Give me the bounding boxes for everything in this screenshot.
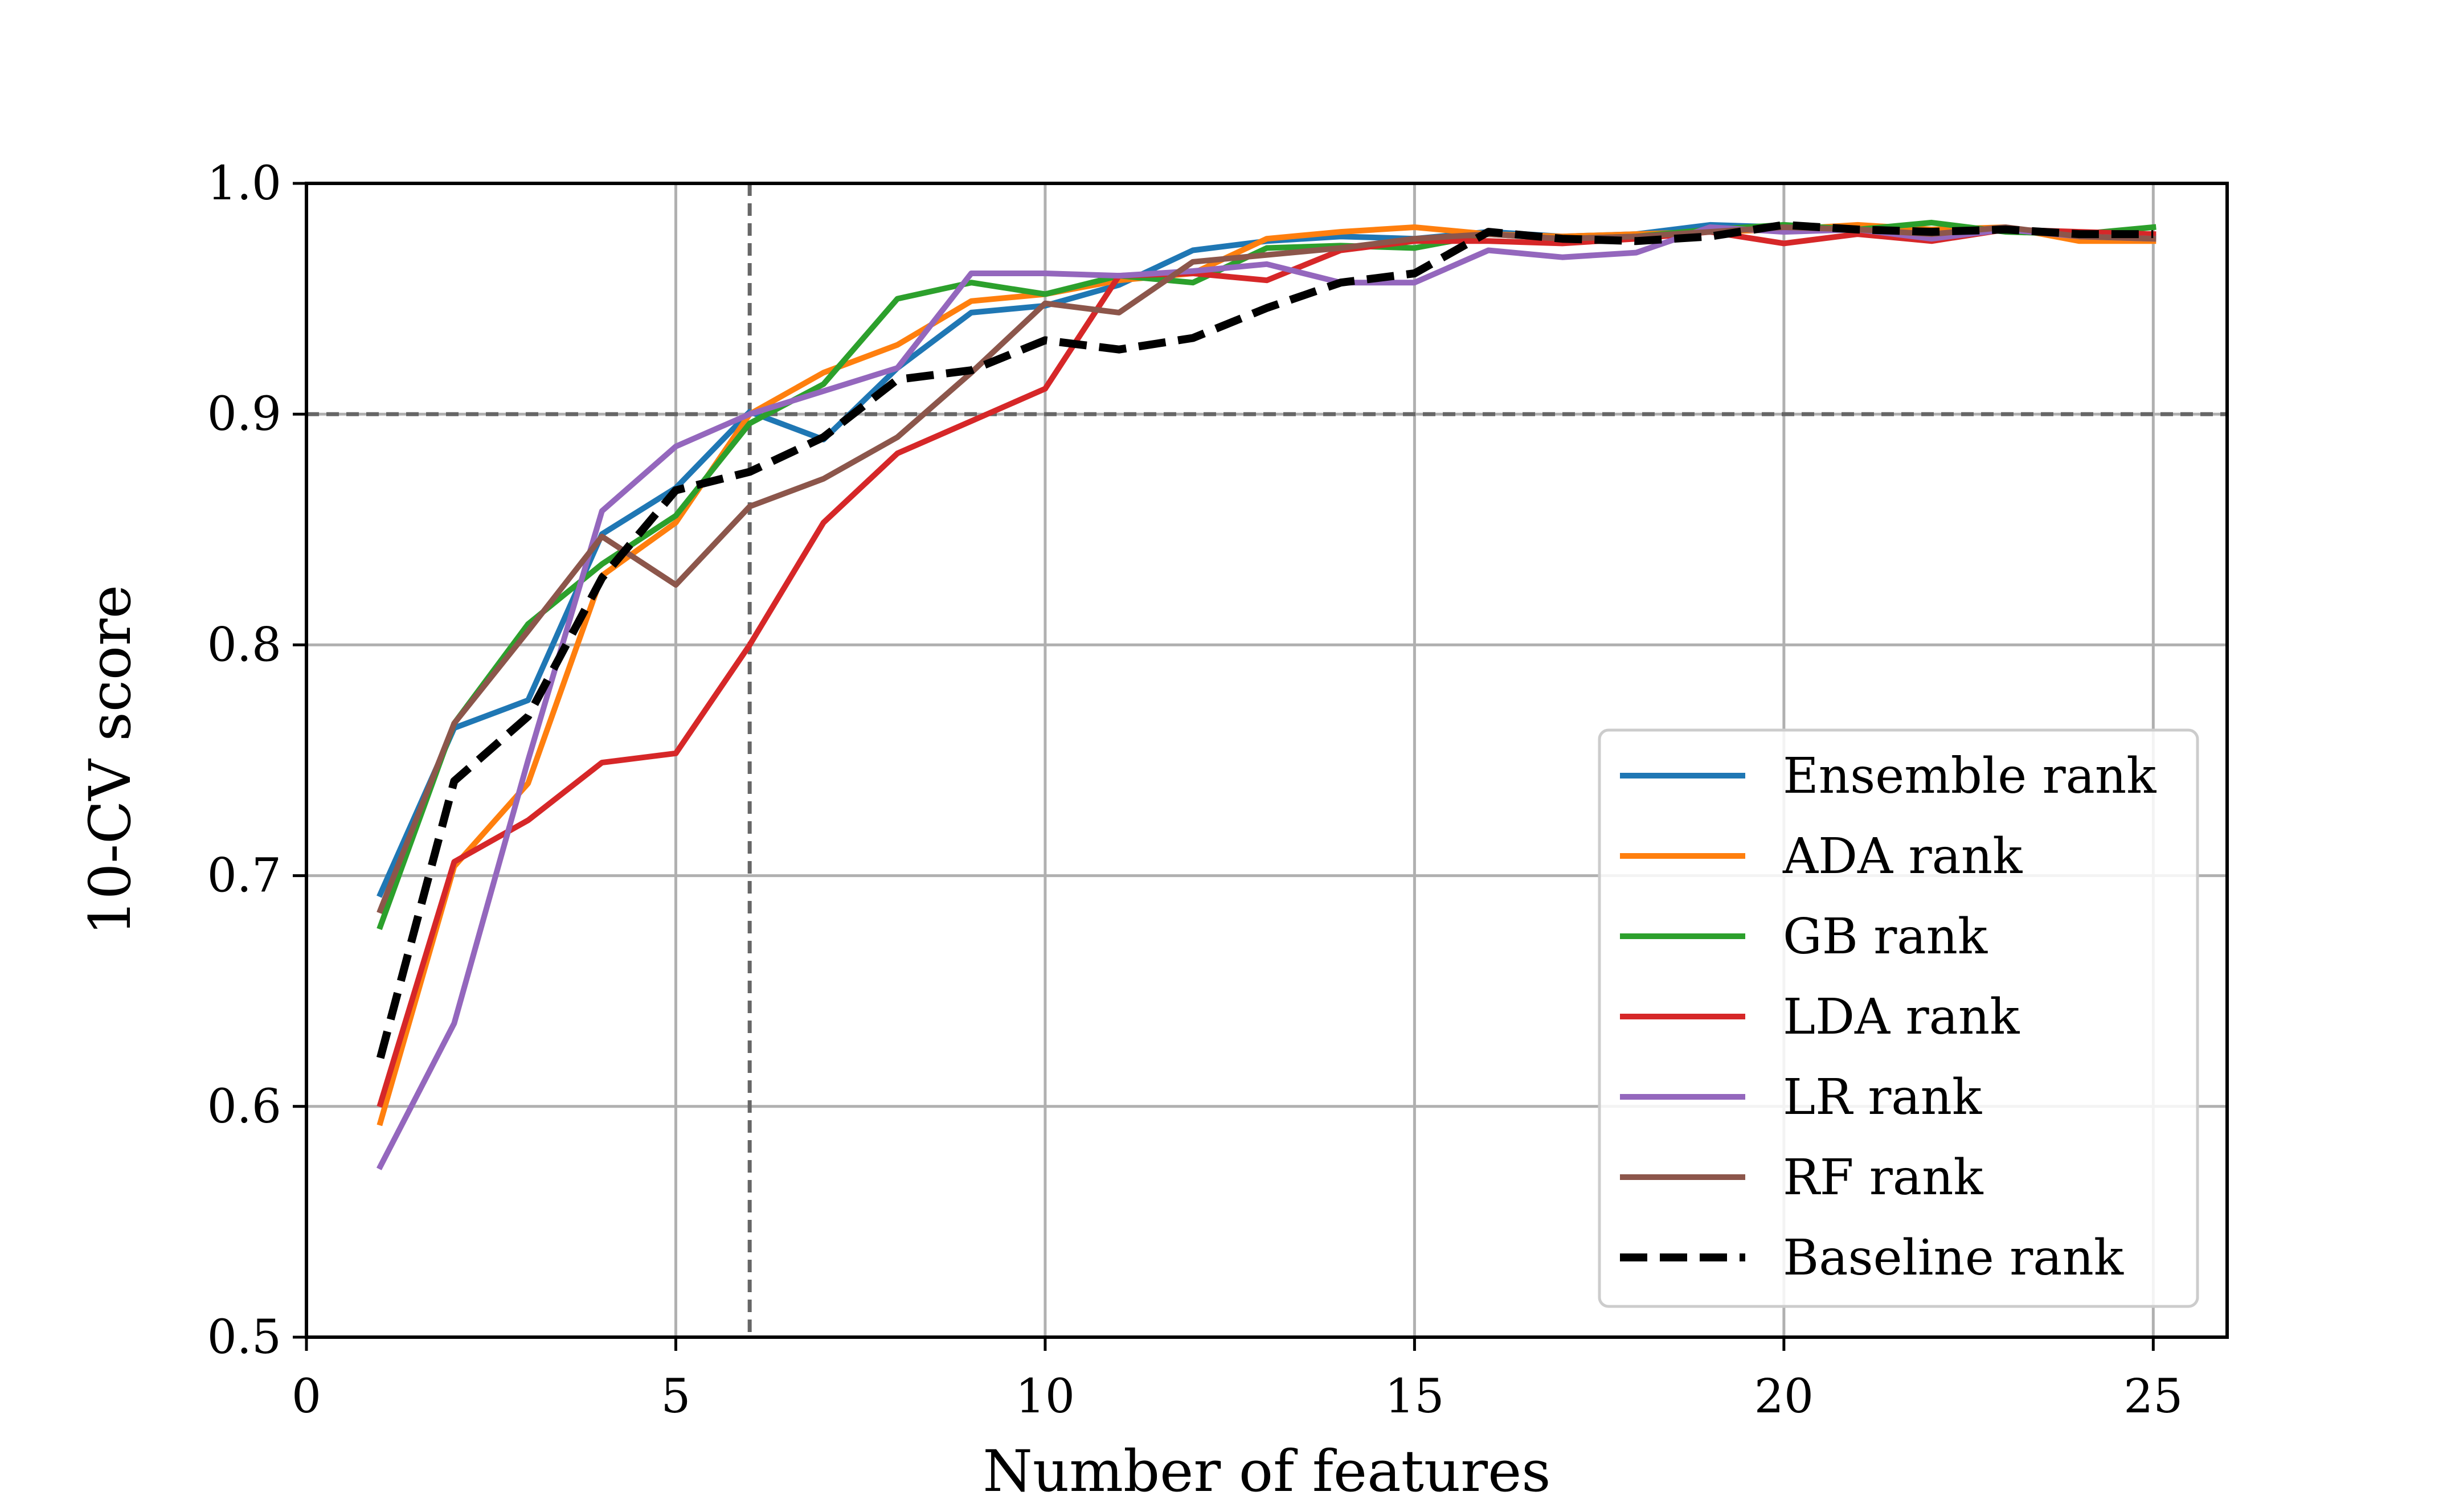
x-tick-label: 5 bbox=[661, 1370, 690, 1424]
series-line-ada-rank bbox=[377, 222, 2157, 1126]
x-tick-label: 25 bbox=[2123, 1370, 2183, 1424]
legend-label: Ensemble rank bbox=[1783, 748, 2157, 805]
legend-box bbox=[1598, 728, 2199, 1308]
series-line-baseline-rank bbox=[376, 220, 2154, 1059]
legend-label: LR rank bbox=[1783, 1069, 1982, 1126]
series-line-lda-rank bbox=[377, 227, 2157, 1108]
x-tick-label: 20 bbox=[1754, 1370, 1814, 1424]
reference-lines bbox=[306, 183, 2227, 1337]
legend: Ensemble rank ADA rank GB rank LDA rank LR r… bbox=[1598, 728, 2199, 1308]
legend-label: ADA rank bbox=[1782, 828, 2023, 885]
y-axis-label: 10-CV score bbox=[77, 585, 144, 936]
plot-frame bbox=[305, 182, 2229, 1339]
x-axis-label: Number of features bbox=[983, 1438, 1550, 1505]
y-tick-label: 0.5 bbox=[207, 1310, 281, 1365]
y-tick-label: 0.8 bbox=[207, 618, 281, 672]
series-lines bbox=[376, 219, 2157, 1170]
y-tick-label: 0.9 bbox=[207, 387, 281, 441]
legend-label: GB rank bbox=[1783, 908, 1988, 965]
y-tick-label: 1.0 bbox=[207, 157, 281, 211]
x-tick-label: 0 bbox=[292, 1370, 321, 1424]
legend-label: LDA rank bbox=[1783, 989, 2020, 1046]
legend-label: Baseline rank bbox=[1783, 1230, 2124, 1286]
x-tick-label: 10 bbox=[1016, 1370, 1075, 1424]
axis-ticks: 0 5 10 15 20 25 0.5 0.6 0.7 0.8 0.9 1.0 bbox=[207, 157, 2183, 1424]
y-tick-label: 0.6 bbox=[207, 1080, 281, 1134]
y-tick-label: 0.7 bbox=[207, 849, 281, 903]
x-tick-label: 15 bbox=[1385, 1370, 1444, 1424]
legend-label: RF rank bbox=[1783, 1149, 1984, 1206]
